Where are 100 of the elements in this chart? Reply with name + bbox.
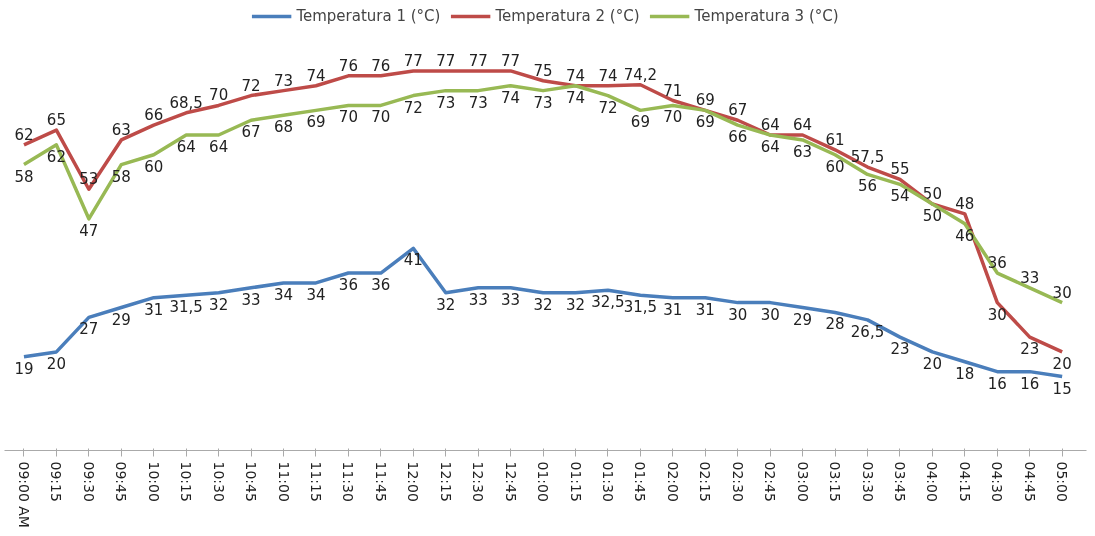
x-tick-label: 02:15 [697,461,714,502]
data-label: 61 [825,130,845,149]
data-label: 75 [533,61,553,80]
x-tick-label: 11:30 [340,461,357,502]
x-tick-label: 09:45 [113,461,130,502]
data-label: 23 [890,340,910,359]
data-label: 30 [760,305,780,324]
data-label: 68,5 [169,93,203,112]
data-label: 30 [987,305,1007,324]
x-tick-label: 09:30 [80,461,97,502]
legend-label: Temperatura 3 (°C) [694,7,839,25]
data-label: 20 [1052,354,1072,373]
data-label: 74 [598,66,618,85]
data-label: 73 [273,71,294,90]
data-label: 33 [468,290,488,309]
data-label: 72 [241,76,261,95]
x-tick-label: 01:00 [535,461,552,502]
data-label: 69 [695,91,715,110]
data-label: 60 [144,157,164,176]
data-label: 74 [501,88,521,107]
data-label: 55 [890,160,910,179]
data-label: 36 [338,276,358,295]
data-label: 32 [209,295,229,314]
data-label: 36 [371,276,391,295]
data-label: 27 [79,320,99,339]
data-label: 70 [209,86,229,105]
x-tick-label: 03:15 [827,461,844,502]
data-label: 32 [565,295,586,314]
data-label: 65 [46,111,66,130]
x-tick-label: 11:15 [307,461,324,502]
data-label: 63 [793,142,813,161]
x-tick-label: 11:00 [275,461,292,502]
x-tick-label: 04:30 [989,461,1006,502]
data-label: 69 [695,113,715,132]
data-label: 72 [598,98,618,117]
data-label: 32 [533,295,553,314]
x-tick-label: 01:30 [599,461,616,502]
data-label: 56 [857,177,878,196]
data-label: 50 [922,207,942,226]
data-label: 68 [273,118,294,137]
data-label: 47 [79,221,99,240]
data-label: 73 [533,93,553,112]
data-label: 34 [273,285,294,304]
x-tick-label: 10:00 [145,461,162,502]
x-tick-label: 02:00 [664,461,681,502]
x-tick-label: 02:30 [729,461,746,502]
x-tick-label: 04:00 [924,461,941,502]
data-label: 58 [14,167,34,186]
data-label: 77 [403,51,423,70]
data-label: 33 [501,290,521,309]
data-label: 64 [176,138,196,157]
data-label: 28 [825,315,845,334]
data-label: 63 [111,120,131,139]
x-tick-label: 02:45 [762,461,779,502]
data-label: 64 [760,138,780,157]
data-label: 26,5 [850,322,885,341]
data-label: 72 [403,98,423,117]
data-label: 31 [695,300,715,319]
data-label: 70 [338,108,358,127]
data-label: 20 [46,354,66,373]
data-label: 50 [922,185,942,204]
data-label: 31,5 [169,298,203,317]
x-tick-label: 10:45 [243,461,260,502]
x-tick-label: 11:45 [372,461,389,502]
data-label: 73 [468,93,488,112]
data-label: 31 [144,300,164,319]
data-label: 77 [436,51,456,70]
data-label: 32 [436,295,456,314]
data-label: 69 [630,113,650,132]
data-label: 29 [111,310,131,329]
data-label: 73 [436,93,456,112]
data-label: 15 [1052,379,1072,398]
data-label: 74 [306,66,326,85]
data-label: 30 [728,305,748,324]
data-label: 57,5 [850,148,885,167]
x-tick-label: 09:15 [48,461,65,502]
x-tick-label: 03:30 [859,461,876,502]
data-label: 74 [565,66,586,85]
legend-label: Temperatura 1 (°C) [296,7,441,25]
data-label: 70 [663,108,683,127]
data-label: 18 [955,364,975,383]
data-label: 66 [144,106,164,125]
data-label: 41 [403,251,423,270]
data-label: 31,5 [623,298,658,317]
x-tick-label: 10:15 [178,461,195,502]
data-label: 33 [241,290,261,309]
data-label: 60 [825,157,845,176]
data-label: 77 [468,51,488,70]
x-tick-label: 04:45 [1021,461,1038,502]
data-label: 74 [565,88,586,107]
data-label: 76 [338,56,358,75]
data-label: 64 [793,116,813,135]
data-label: 70 [371,108,391,127]
x-tick-label: 12:45 [502,461,519,502]
data-label: 48 [955,194,975,213]
data-label: 20 [922,354,942,373]
data-label: 32,5 [591,293,625,312]
data-label: 19 [14,359,34,378]
data-label: 30 [1052,283,1072,302]
data-label: 64 [760,116,780,135]
